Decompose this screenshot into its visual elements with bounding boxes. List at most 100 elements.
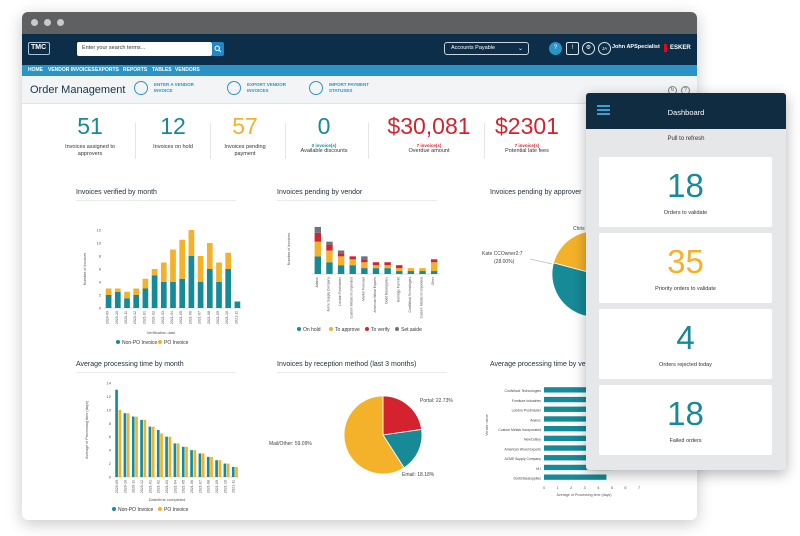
pull-to-refresh[interactable]: Pull to refresh [667,136,705,142]
bar-non-po [170,282,176,308]
bar-po [216,262,222,282]
kpi-pending-payment[interactable]: 57 Invoices pending payment [195,112,295,158]
bar-non-po [165,436,168,477]
x-tick-label: 2021-03 [165,480,169,493]
card-label: Failed orders [669,438,702,444]
chart-title-approver: Invoices pending by approver [490,189,582,196]
bar-non-po [115,389,118,477]
x-tick-label: 2021-07 [198,480,202,493]
kpi-label: Invoices pending payment [224,144,266,157]
x-tick-label: Market Forecast [361,277,365,301]
chart-title-processing: Average processing time by month [76,361,184,368]
nav-tables[interactable]: TABLES [152,67,172,73]
x-tick-label: 0 [543,486,545,490]
x-tick-label: 1 [557,486,559,490]
legend-marker [112,507,116,511]
kpi-value: 57 [232,113,258,139]
priority-orders-card[interactable]: 35 Priority orders to validate [599,233,772,303]
nav-reports[interactable]: REPORTS [123,67,148,73]
window-minimize-dot[interactable] [44,19,51,26]
x-tick-label: CoolWood Technologies [408,277,412,313]
user-name[interactable]: John APSpecialist [612,44,660,50]
legend-label: PO Invoice [164,507,189,513]
nav-vendor-invoices[interactable]: VENDOR INVOICES [48,67,95,73]
orders-rejected-card[interactable]: 4 Orders rejected today [599,309,772,379]
bar-non-po [105,295,112,308]
bar-po [160,262,167,282]
pie-label: Portal: 22.73% [420,398,453,404]
bar-po [218,460,222,477]
bar-non-po [123,413,127,477]
y-tick-label: 14 [107,381,112,386]
x-tick-label: 2021-10 [223,480,227,493]
x-tick-label: 2021-09 [215,480,219,493]
bar-segment [314,226,322,233]
window-close-dot[interactable] [31,19,38,26]
kpi-late-fees[interactable]: $2301 7 invoice(s) Potential late fees [477,112,577,155]
nav-home[interactable]: HOME [28,67,43,73]
main-nav: HOME VENDOR INVOICES EXPORTS REPORTS TAB… [22,65,697,76]
bar-po [143,419,147,477]
settings-icon[interactable]: ⚙ [582,42,595,55]
kpi-on-hold[interactable]: 12 Invoices on hold [123,112,223,151]
enter-invoice-label: ENTER A VENDOR INVOICE [154,82,194,93]
search-button[interactable] [212,42,224,56]
x-tick-label: 7 [638,486,640,490]
help-icon[interactable]: ? [549,42,562,55]
y-axis-label: Number of invoices [287,233,291,266]
pie-label: Kate CCOwner2:7 [482,251,523,257]
card-label: Orders rejected today [659,362,712,368]
bar-po [118,409,122,477]
kpi-assigned[interactable]: 51 Invoices assigned to approvers [40,112,140,158]
kpi-discounts[interactable]: 0 0 invoice(s) Available discounts [274,112,374,155]
nav-exports[interactable]: EXPORTS [95,67,119,73]
window-maximize-dot[interactable] [57,19,64,26]
kpi-label: Overdue amount [408,148,450,154]
x-tick-label: 2021-02 [152,311,156,324]
x-tick-label: Other [431,276,435,285]
app-logo[interactable] [28,42,50,55]
import-icon [309,81,323,95]
bar-po [142,278,149,289]
nav-vendors[interactable]: VENDORS [175,67,200,73]
chart-title-verified: Invoices verified by month [76,189,157,196]
bar-segment [419,271,426,274]
notification-icon[interactable]: ! [566,42,579,55]
bar-po [151,269,158,276]
brand-mark-icon [664,44,667,52]
chart-title-vendor: Invoices pending by vendor [277,189,363,196]
legend-label: To approve [335,327,360,333]
bar-po [176,443,180,477]
bar-non-po [148,426,152,477]
y-axis-label: Average of Processing time (days) [85,400,89,459]
pie-label: Mail/Other: 59.09% [269,441,312,447]
y-tick-label: 8 [109,421,112,426]
x-axis-label: Date/time completed [149,497,186,502]
orders-to-validate-card[interactable]: 18 Orders to validate [599,157,772,227]
y-tick-label: 0 [99,306,102,311]
x-tick-label: 3 [584,486,586,490]
bar-non-po [179,278,186,308]
view-select[interactable]: Accounts Payable ⌄ [444,42,529,55]
x-tick-label: 2021-08 [207,480,211,493]
kpi-overdue[interactable]: $30,081 7 invoice(s) Overdue amount [369,112,489,155]
chevron-down-icon: ⌄ [517,46,523,52]
user-avatar[interactable]: JA [598,42,611,55]
search-input[interactable]: Enter your search terms... [77,42,212,56]
pie-label: Email: 18.18% [402,472,435,478]
bar-po [210,456,213,477]
kpi-divider [210,123,211,159]
failed-orders-card[interactable]: 18 Failed orders [599,385,772,455]
x-tick-label: 2021-10 [225,311,229,324]
top-bar: TMC Enter your search terms... Accounts … [22,34,697,65]
bar-segment [349,265,356,274]
legend-label: To verify [371,327,390,333]
chart-title-rule [277,372,447,373]
x-tick-label: American Wood Exports [373,277,377,313]
menu-icon[interactable] [597,105,610,115]
bar-segment [314,241,322,257]
bar-po [185,446,188,477]
invoice-entry-icon [134,81,148,95]
y-tick-label: Custom Metals Incorporated [498,428,541,432]
bar-non-po [114,291,121,308]
